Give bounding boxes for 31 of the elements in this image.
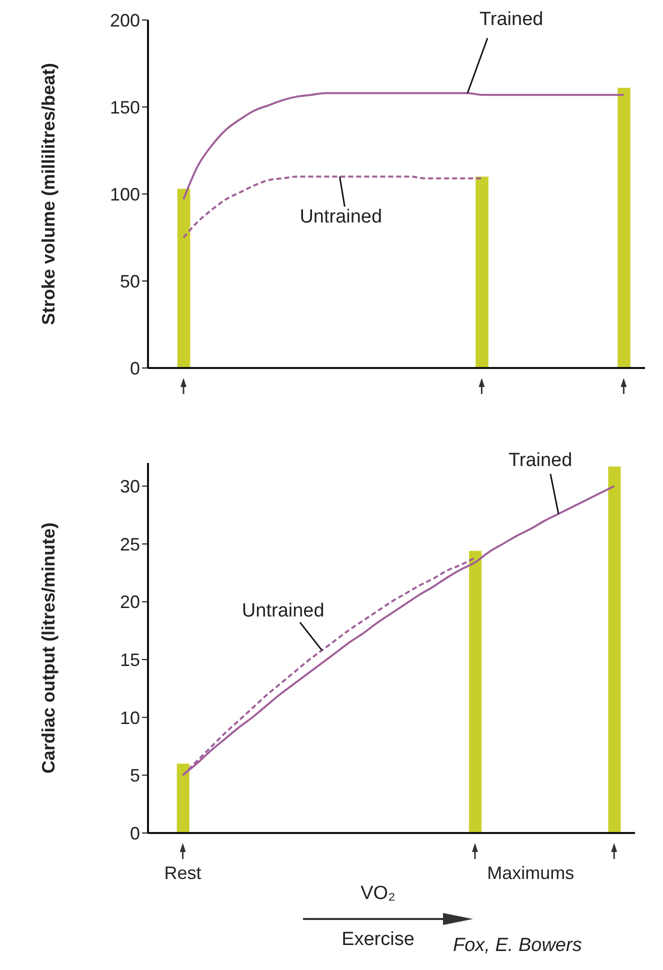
y-axis-title: Stroke volume (millilitres/beat)	[38, 62, 58, 326]
y-tick-label: 25	[120, 534, 140, 554]
text: Trained	[480, 9, 544, 30]
y-axis-title: Cardiac output (litres/minute)	[38, 522, 58, 774]
y-tick-label: 0	[130, 823, 140, 844]
x-axis-title: VO₂	[360, 883, 396, 905]
y-tick-label: 15	[120, 650, 140, 670]
y-tick-label: 200	[110, 10, 140, 30]
bar	[176, 764, 190, 833]
text: Exercise	[340, 929, 416, 951]
y-tick-label: 10	[120, 708, 140, 728]
bar	[618, 88, 630, 368]
y-tick-label: 100	[110, 184, 140, 204]
series-label: Trained	[508, 450, 572, 471]
text: Fox, E. Bowers	[453, 935, 582, 957]
y-tick-label: 0	[130, 358, 140, 378]
y-tick-label: 150	[110, 97, 140, 118]
y-tick-label: 30	[120, 476, 140, 497]
series-label: Untrained	[242, 600, 324, 622]
bar	[608, 466, 621, 833]
bar	[177, 188, 190, 368]
y-tick-label: 50	[120, 271, 140, 292]
line-series	[182, 92, 625, 200]
y-tick-label: 5	[130, 766, 140, 786]
bar	[476, 176, 488, 368]
bar	[469, 550, 482, 833]
x-tick-label: Rest	[164, 863, 202, 883]
y-tick-label: 20	[120, 592, 140, 612]
series-label: Untrained	[300, 206, 382, 228]
line-series	[182, 176, 483, 238]
x-tick-label: Maximums	[487, 863, 574, 883]
